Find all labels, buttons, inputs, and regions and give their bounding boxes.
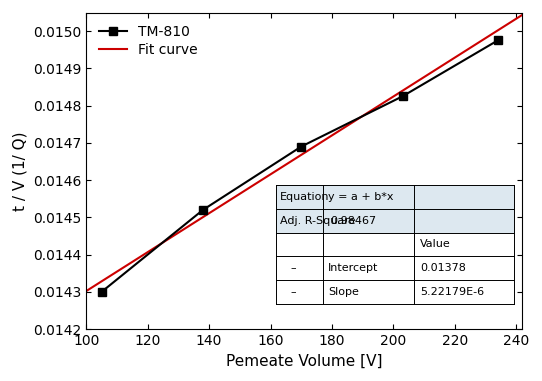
Line: Fit curve: Fit curve	[49, 15, 522, 314]
Text: –: –	[291, 263, 296, 273]
Bar	[276, 185, 514, 304]
Text: Slope: Slope	[328, 287, 359, 297]
TM-810	[298, 144, 305, 149]
Text: Equation: Equation	[280, 192, 330, 202]
Text: Value: Value	[420, 239, 451, 250]
Legend: TM-810, Fit curve: TM-810, Fit curve	[93, 19, 203, 63]
Fit curve	[475, 41, 481, 45]
X-axis label: Pemeate Volume [V]: Pemeate Volume [V]	[226, 354, 383, 368]
Fit curve	[519, 13, 526, 17]
Fit curve	[46, 312, 53, 317]
TM-810	[199, 208, 206, 212]
Fit curve	[326, 135, 333, 139]
Fit curve	[328, 134, 334, 138]
Text: 0.98467: 0.98467	[330, 216, 376, 226]
Text: y = a + b*x: y = a + b*x	[328, 192, 393, 202]
TM-810	[399, 94, 406, 99]
Bar	[276, 185, 514, 209]
Fit curve	[335, 129, 342, 133]
Text: –: –	[291, 287, 296, 297]
Fit curve	[48, 311, 54, 315]
Bar	[276, 209, 514, 232]
Fit curve	[445, 60, 451, 64]
Text: 0.01378: 0.01378	[420, 263, 466, 273]
TM-810	[494, 38, 501, 43]
TM-810	[99, 290, 105, 294]
Text: Adj. R-Square: Adj. R-Square	[280, 216, 356, 226]
Text: 5.22179E-6: 5.22179E-6	[420, 287, 485, 297]
Line: TM-810: TM-810	[98, 36, 502, 296]
Text: Intercept: Intercept	[328, 263, 378, 273]
Y-axis label: t / V (1/ Q): t / V (1/ Q)	[12, 131, 28, 211]
